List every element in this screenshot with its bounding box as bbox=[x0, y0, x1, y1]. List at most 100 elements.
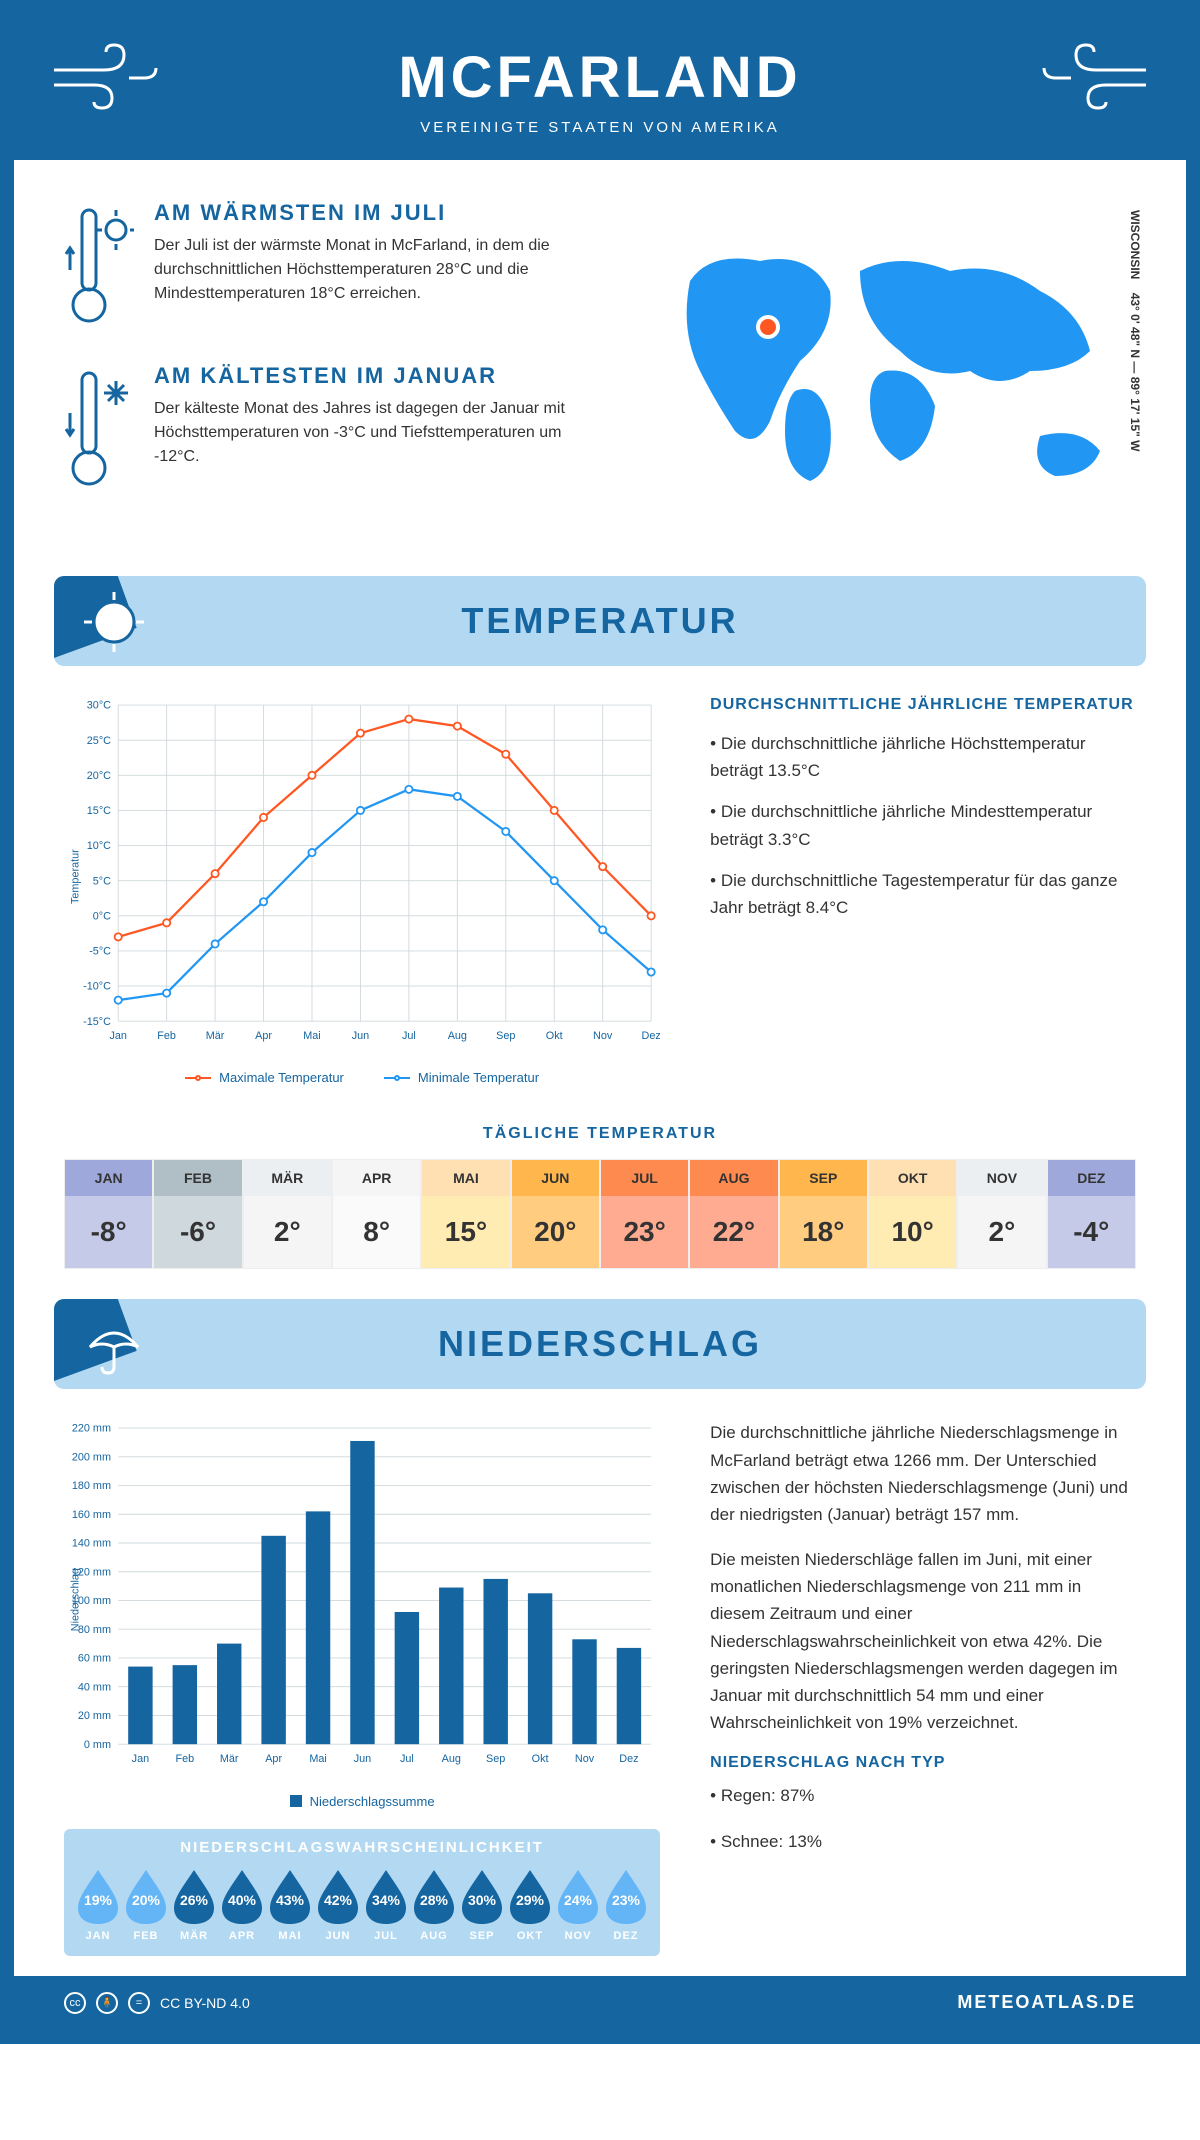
svg-text:Jun: Jun bbox=[352, 1030, 369, 1042]
svg-text:25°C: 25°C bbox=[87, 735, 111, 747]
svg-text:180 mm: 180 mm bbox=[72, 1480, 111, 1492]
precip-legend: Niederschlagssumme bbox=[64, 1794, 660, 1809]
svg-text:Mai: Mai bbox=[309, 1754, 326, 1766]
prob-drop: 19% JAN bbox=[74, 1866, 122, 1942]
daily-cell: FEB -6° bbox=[153, 1159, 242, 1269]
svg-text:-5°C: -5°C bbox=[89, 946, 111, 958]
svg-text:140 mm: 140 mm bbox=[72, 1538, 111, 1550]
daily-cell: AUG 22° bbox=[689, 1159, 778, 1269]
prob-drop: 34% JUL bbox=[362, 1866, 410, 1942]
daily-temp-title: TÄGLICHE TEMPERATUR bbox=[14, 1125, 1186, 1143]
svg-text:Mär: Mär bbox=[206, 1030, 225, 1042]
svg-text:Apr: Apr bbox=[265, 1754, 282, 1766]
svg-text:60 mm: 60 mm bbox=[78, 1653, 111, 1665]
daily-cell: SEP 18° bbox=[779, 1159, 868, 1269]
prob-drop: 23% DEZ bbox=[602, 1866, 650, 1942]
svg-text:Jan: Jan bbox=[109, 1030, 126, 1042]
precip-banner: NIEDERSCHLAG bbox=[54, 1299, 1146, 1389]
page-title: MCFARLAND bbox=[34, 44, 1166, 111]
prob-drop: 28% AUG bbox=[410, 1866, 458, 1942]
precip-probability-box: NIEDERSCHLAGSWAHRSCHEINLICHKEIT 19% JAN … bbox=[64, 1829, 660, 1956]
svg-text:Mär: Mär bbox=[220, 1754, 239, 1766]
cc-icon: cc bbox=[64, 1992, 86, 2014]
daily-cell: MÄR 2° bbox=[243, 1159, 332, 1269]
daily-temp-grid: JAN -8° FEB -6° MÄR 2° APR 8° MAI 15° JU… bbox=[64, 1159, 1136, 1269]
prob-drop: 24% NOV bbox=[554, 1866, 602, 1942]
svg-text:0 mm: 0 mm bbox=[84, 1739, 111, 1751]
by-icon: 🧍 bbox=[96, 1992, 118, 2014]
footer: cc 🧍 = CC BY-ND 4.0 METEOATLAS.DE bbox=[14, 1976, 1186, 2030]
svg-text:Nov: Nov bbox=[593, 1030, 613, 1042]
svg-text:80 mm: 80 mm bbox=[78, 1624, 111, 1636]
svg-text:5°C: 5°C bbox=[93, 875, 111, 887]
svg-text:Niederschlag: Niederschlag bbox=[69, 1568, 81, 1631]
svg-text:200 mm: 200 mm bbox=[72, 1452, 111, 1464]
precip-bar-chart: 0 mm20 mm40 mm60 mm80 mm100 mm120 mm140 … bbox=[64, 1419, 660, 1808]
coldest-text: Der kälteste Monat des Jahres ist dagege… bbox=[154, 397, 605, 469]
svg-text:Jun: Jun bbox=[354, 1754, 371, 1766]
prob-drop: 26% MÄR bbox=[170, 1866, 218, 1942]
coldest-title: AM KÄLTESTEN IM JANUAR bbox=[154, 363, 605, 389]
svg-text:Feb: Feb bbox=[157, 1030, 176, 1042]
intro-section: AM WÄRMSTEN IM JULI Der Juli ist der wär… bbox=[14, 160, 1186, 556]
temperature-legend: Maximale Temperatur Minimale Temperatur bbox=[64, 1070, 660, 1085]
svg-text:40 mm: 40 mm bbox=[78, 1682, 111, 1694]
svg-text:20°C: 20°C bbox=[87, 770, 111, 782]
svg-text:Jan: Jan bbox=[132, 1754, 149, 1766]
svg-text:Okt: Okt bbox=[532, 1754, 549, 1766]
svg-text:Feb: Feb bbox=[175, 1754, 194, 1766]
svg-text:Sep: Sep bbox=[496, 1030, 515, 1042]
prob-drop: 42% JUN bbox=[314, 1866, 362, 1942]
svg-text:220 mm: 220 mm bbox=[72, 1423, 111, 1435]
coordinates: WISCONSIN 43° 0' 48" N — 89° 17' 15" W bbox=[1128, 210, 1142, 451]
prob-drop: 20% FEB bbox=[122, 1866, 170, 1942]
svg-text:Aug: Aug bbox=[442, 1754, 461, 1766]
license-text: CC BY-ND 4.0 bbox=[160, 1995, 250, 2011]
world-map: WISCONSIN 43° 0' 48" N — 89° 17' 15" W bbox=[645, 200, 1136, 526]
daily-cell: JUN 20° bbox=[511, 1159, 600, 1269]
svg-text:30°C: 30°C bbox=[87, 700, 111, 712]
umbrella-icon bbox=[54, 1299, 164, 1409]
thermometer-hot-icon bbox=[64, 200, 134, 335]
wind-deco-right-icon bbox=[1036, 40, 1156, 120]
temperature-banner: TEMPERATUR bbox=[54, 576, 1146, 666]
svg-text:Dez: Dez bbox=[619, 1754, 638, 1766]
wind-deco-left-icon bbox=[44, 40, 164, 120]
svg-text:Temperatur: Temperatur bbox=[69, 849, 81, 904]
svg-text:Apr: Apr bbox=[255, 1030, 272, 1042]
thermometer-cold-icon bbox=[64, 363, 134, 498]
svg-text:Okt: Okt bbox=[546, 1030, 563, 1042]
daily-cell: NOV 2° bbox=[957, 1159, 1046, 1269]
svg-text:10°C: 10°C bbox=[87, 840, 111, 852]
daily-cell: OKT 10° bbox=[868, 1159, 957, 1269]
page-subtitle: VEREINIGTE STAATEN VON AMERIKA bbox=[34, 119, 1166, 136]
precip-summary: Die durchschnittliche jährliche Niedersc… bbox=[710, 1419, 1136, 1955]
daily-cell: MAI 15° bbox=[421, 1159, 510, 1269]
daily-cell: APR 8° bbox=[332, 1159, 421, 1269]
daily-cell: DEZ -4° bbox=[1047, 1159, 1136, 1269]
svg-text:Nov: Nov bbox=[575, 1754, 595, 1766]
svg-text:-15°C: -15°C bbox=[83, 1016, 111, 1028]
temperature-line-chart: -15°C -10°C -5°C 0°C 5°C 10°C 15°C 20°C 25°C 30°C… bbox=[64, 696, 660, 1085]
svg-text:Sep: Sep bbox=[486, 1754, 505, 1766]
coldest-block: AM KÄLTESTEN IM JANUAR Der kälteste Mona… bbox=[64, 363, 605, 498]
svg-text:Mai: Mai bbox=[303, 1030, 320, 1042]
svg-text:Aug: Aug bbox=[448, 1030, 467, 1042]
svg-text:-10°C: -10°C bbox=[83, 981, 111, 993]
svg-text:160 mm: 160 mm bbox=[72, 1509, 111, 1521]
svg-text:15°C: 15°C bbox=[87, 805, 111, 817]
svg-text:20 mm: 20 mm bbox=[78, 1710, 111, 1722]
svg-text:Jul: Jul bbox=[402, 1030, 416, 1042]
warmest-title: AM WÄRMSTEN IM JULI bbox=[154, 200, 605, 226]
svg-text:Jul: Jul bbox=[400, 1754, 414, 1766]
daily-cell: JUL 23° bbox=[600, 1159, 689, 1269]
svg-text:0°C: 0°C bbox=[93, 910, 111, 922]
prob-drop: 43% MAI bbox=[266, 1866, 314, 1942]
warmest-text: Der Juli ist der wärmste Monat in McFarl… bbox=[154, 234, 605, 306]
page: MCFARLAND VEREINIGTE STAATEN VON AMERIKA bbox=[0, 0, 1200, 2044]
temperature-summary: DURCHSCHNITTLICHE JÄHRLICHE TEMPERATUR •… bbox=[710, 696, 1136, 1085]
nd-icon: = bbox=[128, 1992, 150, 2014]
sun-icon bbox=[54, 576, 164, 686]
prob-drop: 29% OKT bbox=[506, 1866, 554, 1942]
prob-drop: 30% SEP bbox=[458, 1866, 506, 1942]
